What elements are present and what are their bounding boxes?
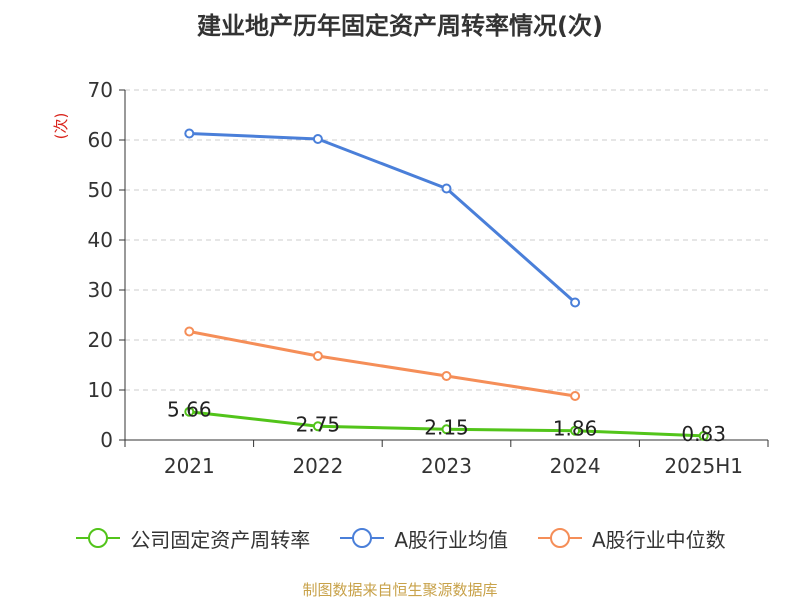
- y-tick-label: 50: [88, 178, 113, 202]
- data-point: [441, 183, 452, 194]
- data-point: [441, 371, 452, 381]
- data-label: 2.75: [296, 412, 341, 436]
- x-tick-label: 2021: [164, 454, 215, 478]
- x-tick-label: 2025H1: [664, 454, 743, 478]
- data-point: [570, 391, 581, 401]
- data-label: 5.66: [167, 398, 212, 422]
- data-point: [312, 421, 323, 432]
- y-tick-label: 70: [88, 78, 113, 102]
- y-tick-label: 60: [88, 128, 113, 152]
- data-point: [312, 351, 323, 361]
- series: [184, 128, 709, 441]
- data-point: [570, 297, 581, 308]
- x-tick-label: 2022: [292, 454, 343, 478]
- legend-line-marker-icon: [76, 528, 121, 548]
- x-tick-label: 2023: [421, 454, 472, 478]
- y-tick-label: 10: [88, 378, 113, 402]
- legend-label: A股行业中位数: [592, 527, 726, 552]
- data-point: [441, 424, 452, 435]
- axes: 0 10 20 30 40 50 60 70 2021 2022 2023 2024 2025H1: [88, 78, 769, 478]
- series-line: [189, 132, 577, 304]
- data-point: [184, 128, 195, 139]
- series-line: [189, 330, 576, 398]
- legend-label: A股行业均值: [394, 527, 508, 552]
- y-tick-label: 0: [100, 428, 113, 452]
- legend-label: 公司固定资产周转率: [130, 527, 311, 552]
- legend-line-marker-icon: [340, 528, 385, 548]
- legend: 公司固定资产周转率 A股行业均值 A股行业中位数: [0, 520, 800, 556]
- source-note: 制图数据来自恒生聚源数据库: [302, 581, 498, 599]
- legend-line-marker-icon: [538, 528, 582, 548]
- y-axis-label: (次): [52, 113, 70, 140]
- gridlines: [125, 89, 768, 391]
- data-label: 2.15: [424, 415, 469, 439]
- data-labels: 5.66 2.75 2.15 1.86 0.83: [167, 398, 726, 446]
- legend-item[interactable]: A股行业均值: [338, 524, 508, 553]
- data-point: [312, 134, 323, 144]
- y-tick-label: 30: [88, 278, 113, 302]
- y-tick-label: 40: [88, 228, 113, 252]
- data-label: 1.86: [553, 417, 598, 441]
- data-point: [570, 425, 581, 436]
- legend-item[interactable]: A股行业中位数: [536, 524, 726, 553]
- data-point: [184, 326, 195, 337]
- chart-title: 建业地产历年固定资产周转率情况(次): [197, 12, 603, 40]
- data-point: [184, 406, 195, 417]
- x-tick-label: 2024: [550, 454, 601, 478]
- data-point: [698, 430, 709, 441]
- y-tick-label: 20: [88, 328, 113, 352]
- legend-item[interactable]: 公司固定资产周转率: [74, 524, 310, 553]
- data-label: 0.83: [681, 422, 726, 446]
